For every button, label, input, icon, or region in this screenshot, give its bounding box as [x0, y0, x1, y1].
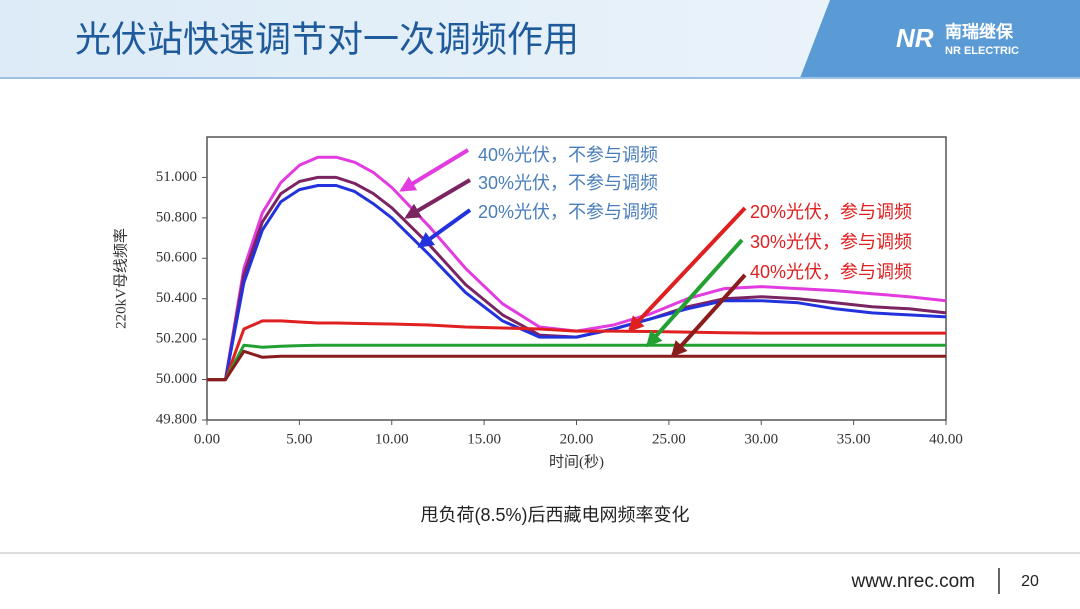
y-tick-label: 51.000 [156, 169, 197, 185]
legend-label: 30%光伏，不参与调频 [478, 173, 658, 193]
x-tick-label: 35.00 [837, 431, 871, 447]
annotation-arrow [670, 273, 747, 358]
chart: 49.800 50.000 50.200 50.400 50.600 50.800 51.0… [112, 136, 963, 470]
legend-label: 30%光伏，参与调频 [750, 232, 912, 252]
legend-label: 40%光伏，参与调频 [750, 262, 912, 282]
y-tick-label: 50.200 [156, 331, 197, 347]
series-line [207, 184, 947, 382]
logo-band [800, 0, 1080, 78]
legend-label: 20%光伏，不参与调频 [478, 202, 658, 222]
footer-url: www.nrec.com [850, 571, 975, 592]
y-tick-label: 49.800 [156, 411, 197, 427]
x-tick-label: 40.00 [929, 431, 963, 447]
page-number: 20 [1021, 573, 1039, 590]
series-line [207, 343, 946, 382]
x-tick-label: 5.00 [286, 431, 312, 447]
x-tick-label: 0.00 [194, 431, 220, 447]
x-tick-label: 15.00 [467, 431, 501, 447]
y-tick-label: 50.600 [156, 250, 197, 266]
logo-en: NR ELECTRIC [945, 45, 1019, 57]
y-tick-label: 50.400 [156, 290, 197, 306]
x-tick-label: 30.00 [744, 431, 778, 447]
logo-mark: NR [896, 23, 934, 53]
annotation-arrow [645, 238, 744, 348]
series-line [207, 175, 947, 382]
legend-label: 20%光伏，参与调频 [750, 202, 912, 222]
x-tick-label: 20.00 [560, 431, 594, 447]
chart-caption: 甩负荷(8.5%)后西藏电网频率变化 [420, 505, 689, 525]
annotation-arrow [404, 178, 472, 219]
x-tick-label: 25.00 [652, 431, 686, 447]
x-axis-label: 时间(秒) [549, 453, 604, 470]
logo-cn: 南瑞继保 [945, 21, 1014, 41]
x-tick-label: 10.00 [375, 431, 409, 447]
y-tick-label: 50.000 [156, 371, 197, 387]
annotation-arrow [627, 206, 747, 333]
y-axis-label: 220kV母线频率 [112, 228, 129, 329]
legend-label: 40%光伏，不参与调频 [478, 145, 658, 165]
annotation-arrow [399, 148, 470, 192]
series-line [207, 155, 947, 382]
y-tick-label: 50.800 [156, 209, 197, 225]
annotation-arrow [417, 208, 472, 248]
slide-title: 光伏站快速调节对一次调频作用 [75, 19, 579, 60]
series-line [207, 319, 946, 382]
series-line [207, 349, 946, 382]
